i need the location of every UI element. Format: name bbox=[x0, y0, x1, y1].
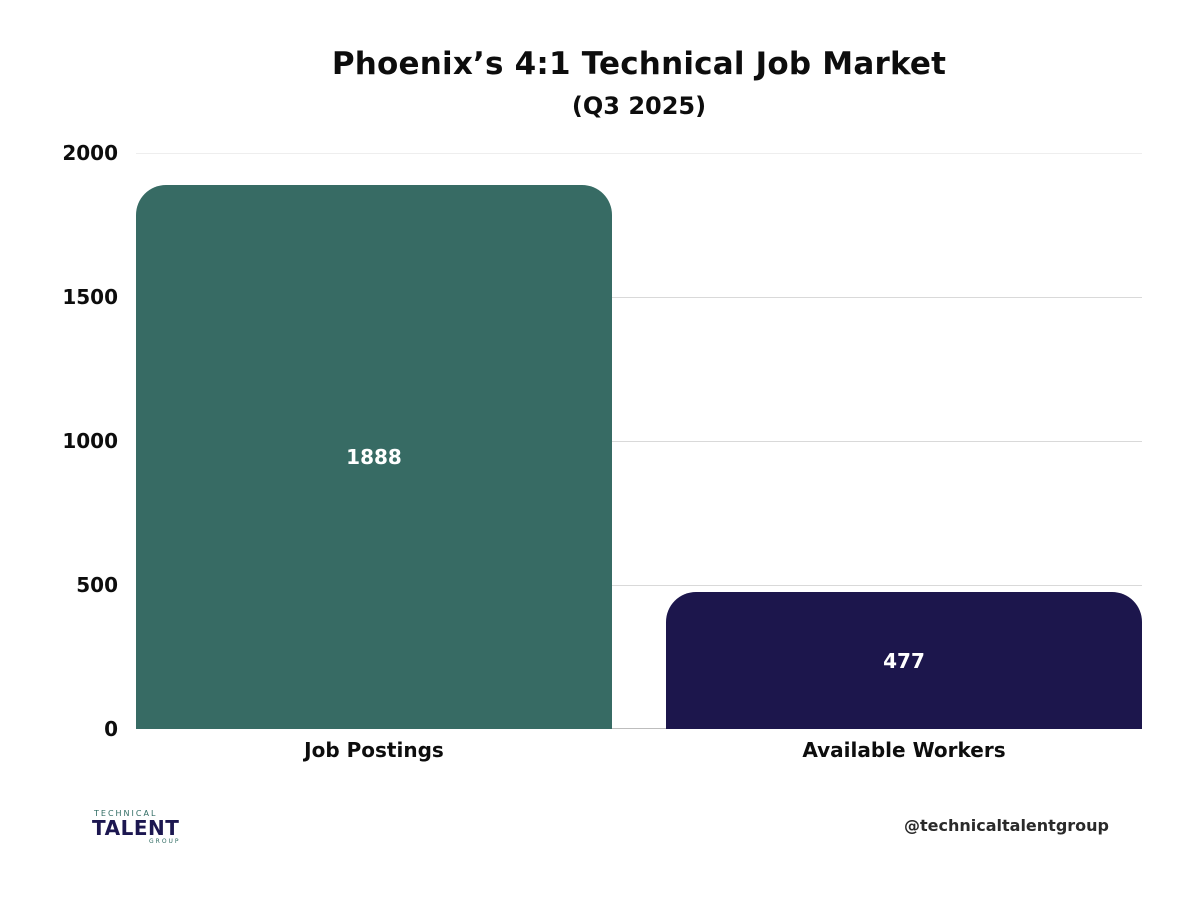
brand-logo: TECHNICAL TALENT GROUP bbox=[92, 809, 192, 845]
chart-subtitle: (Q3 2025) bbox=[571, 92, 707, 120]
bar-value-label: 1888 bbox=[346, 445, 402, 469]
x-label-job-postings: Job Postings bbox=[304, 738, 444, 762]
gridline-1500 bbox=[136, 297, 1142, 298]
bar-value-label: 477 bbox=[883, 648, 925, 673]
social-handle: @technicaltalentgroup bbox=[903, 816, 1109, 835]
logo-line-group: GROUP bbox=[149, 838, 181, 845]
bar-job-postings[interactable]: 1888 bbox=[136, 185, 612, 729]
x-axis-line bbox=[136, 728, 1142, 729]
y-tick-0: 0 bbox=[104, 717, 118, 741]
gridline-1000 bbox=[136, 441, 1142, 442]
gridline-500 bbox=[136, 585, 1142, 586]
x-label-available-workers: Available Workers bbox=[802, 738, 1006, 762]
gridline-2000 bbox=[136, 153, 1142, 154]
logo-line-technical: TECHNICAL bbox=[94, 809, 158, 818]
bar-available-workers[interactable]: 477 bbox=[666, 592, 1142, 729]
y-tick-500: 500 bbox=[76, 573, 118, 597]
logo-line-talent: TALENT bbox=[92, 816, 180, 840]
y-tick-1500: 1500 bbox=[62, 285, 118, 309]
y-tick-2000: 2000 bbox=[62, 141, 118, 165]
plot-area: 1888 477 bbox=[136, 153, 1142, 729]
y-tick-1000: 1000 bbox=[62, 429, 118, 453]
chart-title: Phoenix’s 4:1 Technical Job Market bbox=[331, 46, 947, 82]
